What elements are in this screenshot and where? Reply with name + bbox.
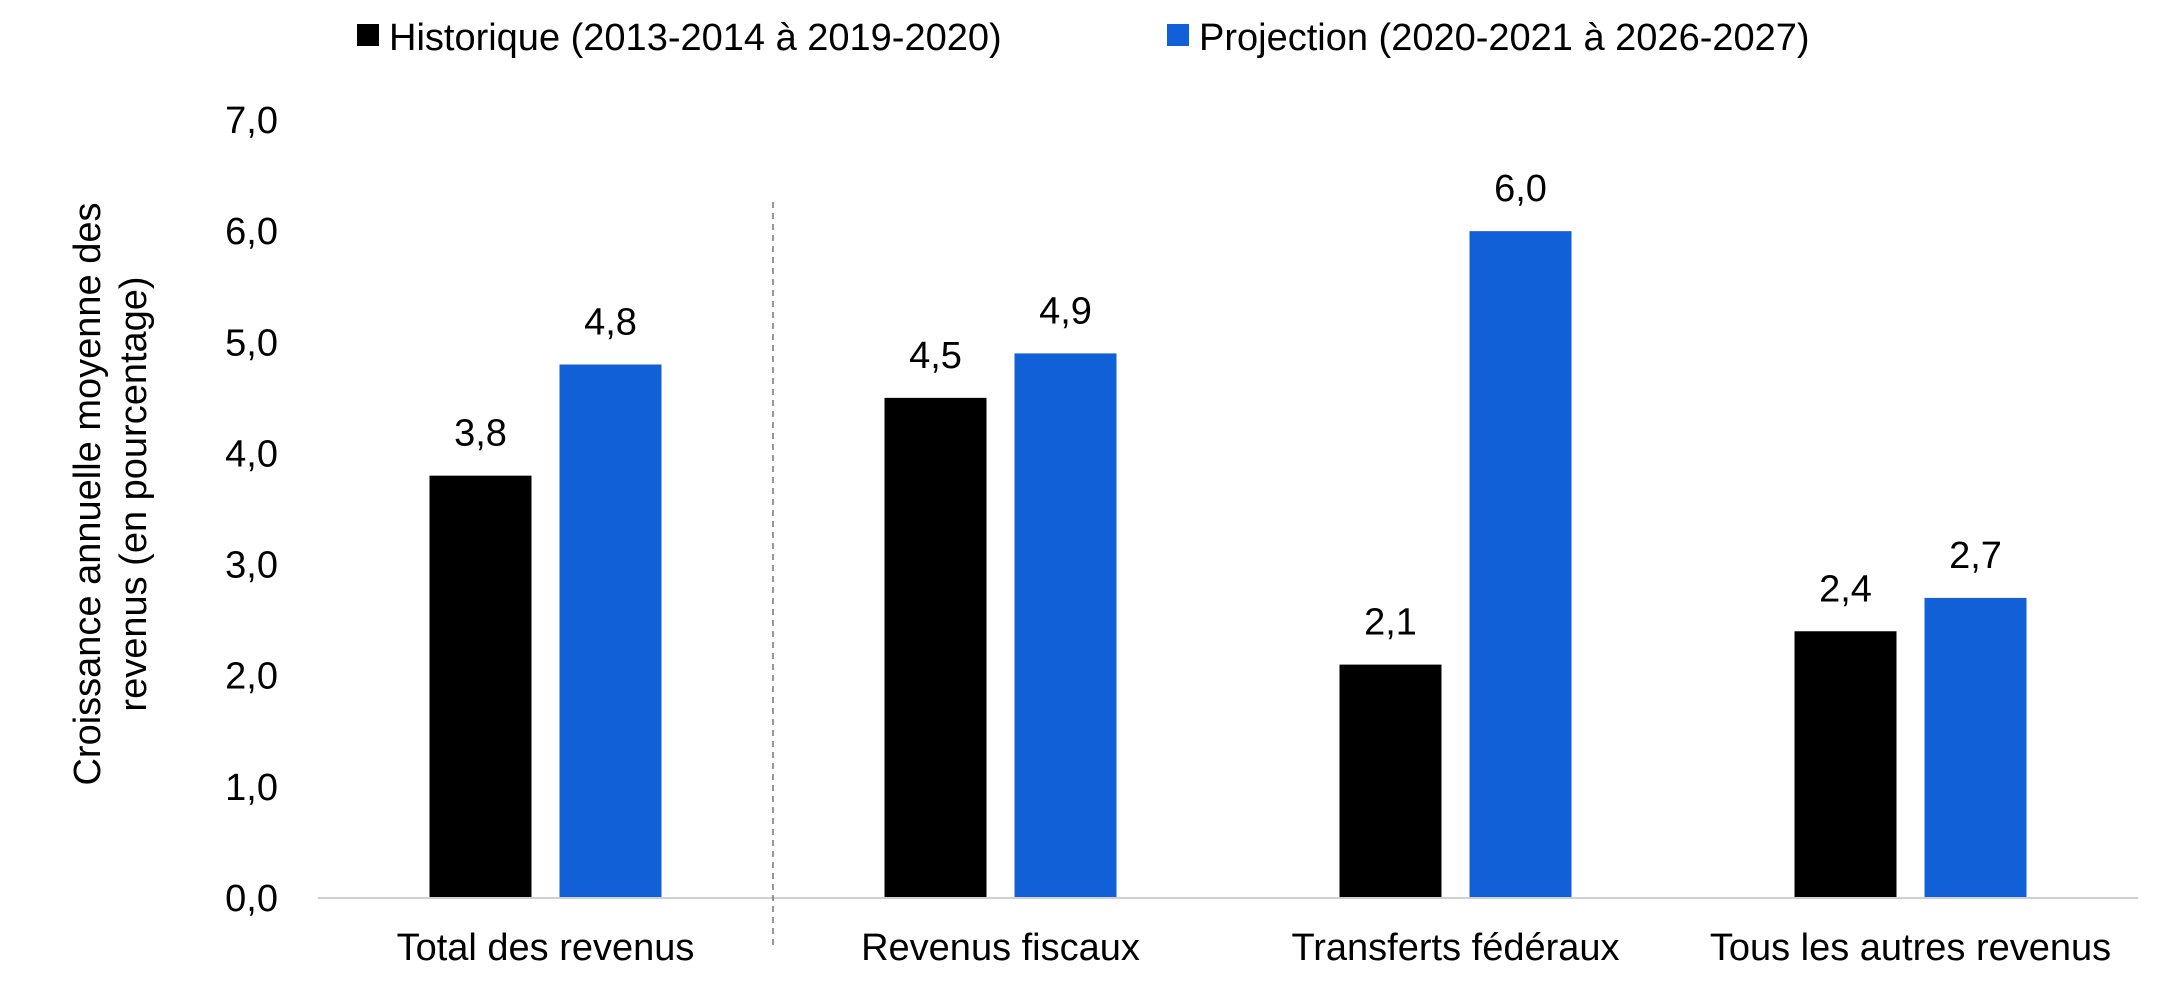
y-axis-title-line-2: revenus (en pourcentage) xyxy=(113,276,155,711)
y-tick-label: 5,0 xyxy=(225,322,278,364)
x-category-label: Total des revenus xyxy=(397,927,695,969)
value-labels: 3,8 4,8 4,5 4,9 2,1 6,0 2,4 2,7 xyxy=(454,168,2002,643)
value-label-historique-4: 2,4 xyxy=(1819,568,1872,610)
bar-projection-1 xyxy=(559,364,662,898)
bars xyxy=(429,231,2027,899)
value-label-projection-1: 4,8 xyxy=(584,302,637,344)
bar-historique-1 xyxy=(429,475,532,898)
value-label-historique-3: 2,1 xyxy=(1364,602,1417,644)
y-axis-title-line-1: Croissance annuelle moyenne des xyxy=(67,202,109,785)
y-tick-label: 7,0 xyxy=(225,100,278,142)
y-tick-label: 0,0 xyxy=(225,878,278,920)
x-category-label: Revenus fiscaux xyxy=(861,927,1140,969)
value-label-projection-2: 4,9 xyxy=(1039,290,1092,332)
value-label-historique-2: 4,5 xyxy=(909,335,962,377)
bar-projection-2 xyxy=(1014,353,1117,898)
x-axis xyxy=(318,202,2138,948)
bar-historique-2 xyxy=(884,397,987,898)
bar-historique-4 xyxy=(1794,631,1897,898)
y-axis-title: Croissance annuelle moyenne des revenus (… xyxy=(67,202,155,785)
legend: Historique (2013-2014 à 2019-2020) Projec… xyxy=(357,17,1810,59)
bar-projection-4 xyxy=(1924,597,2027,898)
x-category-label: Transferts fédéraux xyxy=(1291,927,1619,969)
x-category-label: Tous les autres revenus xyxy=(1710,927,2111,969)
legend-swatch-1 xyxy=(357,24,379,46)
legend-label-1: Historique (2013-2014 à 2019-2020) xyxy=(389,17,1002,59)
y-tick-label: 3,0 xyxy=(225,545,278,587)
value-label-projection-4: 2,7 xyxy=(1949,535,2002,577)
y-tick-label: 2,0 xyxy=(225,656,278,698)
x-axis-labels: Total des revenus Revenus fiscaux Transfer… xyxy=(397,927,2112,969)
value-label-historique-1: 3,8 xyxy=(454,413,507,455)
bar-historique-3 xyxy=(1339,664,1442,898)
value-label-projection-3: 6,0 xyxy=(1494,168,1547,210)
bar-projection-3 xyxy=(1469,231,1572,899)
legend-swatch-2 xyxy=(1167,24,1189,46)
legend-label-2: Projection (2020-2021 à 2026-2027) xyxy=(1199,17,1810,59)
y-tick-label: 4,0 xyxy=(225,433,278,475)
y-tick-label: 6,0 xyxy=(225,211,278,253)
y-axis-ticks: 0,0 1,0 2,0 3,0 4,0 5,0 6,0 7,0 xyxy=(225,100,278,920)
y-tick-label: 1,0 xyxy=(225,767,278,809)
